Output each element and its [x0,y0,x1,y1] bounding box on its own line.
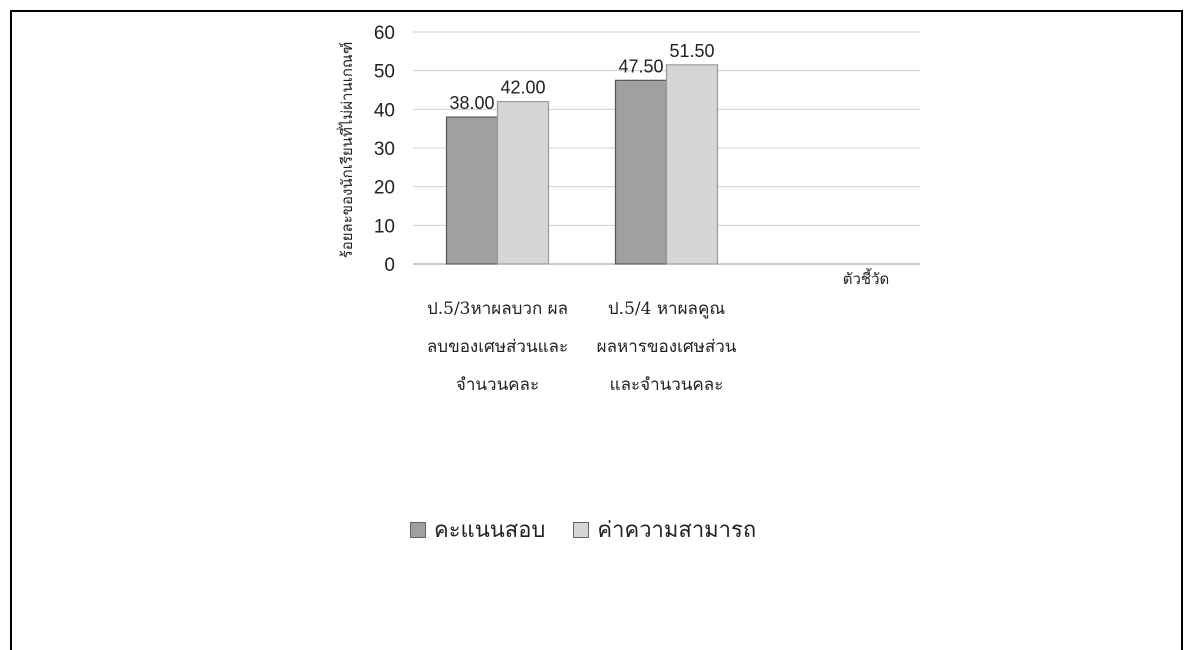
y-tick-label: 40 [374,100,395,121]
y-tick-label: 0 [384,255,395,276]
x-tick-label: ป.5/3หาผลบวก ผล [427,299,568,319]
legend-swatch-exam [410,521,426,538]
y-tick-label: 10 [374,216,395,237]
data-label: 47.50 [618,56,663,76]
x-tick-label: จำนวนคละ [456,375,539,395]
bar [614,79,668,265]
data-label: 51.50 [669,41,714,61]
x-axis-label: ตัวชี้วัด [843,268,890,288]
chart-frame [10,10,1183,650]
y-tick-label: 20 [374,178,395,199]
x-tick-label: ผลหารของเศษส่วน [597,337,737,357]
y-tick-labels: 0 10 20 30 40 50 60 [374,23,395,276]
bars [445,64,719,265]
bar [496,100,550,265]
x-tick-label: ลบของเศษส่วนและ [427,337,568,357]
bar [665,64,719,265]
y-tick-label: 30 [374,139,395,160]
legend-label-ability: ค่าความสามารถ [597,518,757,543]
x-tick-label: ป.5/4 หาผลคูณ [608,299,725,319]
data-labels: 38.00 47.50 42.00 51.50 [449,41,714,113]
legend-item-exam: คะแนนสอบ [410,512,545,547]
y-tick-label: 60 [374,23,395,44]
data-label: 42.00 [500,78,545,98]
y-tick-label: 50 [374,62,395,83]
legend-swatch-ability [573,521,590,538]
y-axis-label: ร้อยละของนักเรียนที่ไม่ผ่านเกณฑ์ [336,42,356,259]
bar [445,116,499,265]
legend-label-exam: คะแนนสอบ [434,518,546,543]
legend: คะแนนสอบ ค่าความสามารถ [410,512,784,547]
x-tick-label: และจำนวนคละ [610,375,724,395]
legend-item-ability: ค่าความสามารถ [573,512,756,547]
data-label: 38.00 [449,93,494,113]
